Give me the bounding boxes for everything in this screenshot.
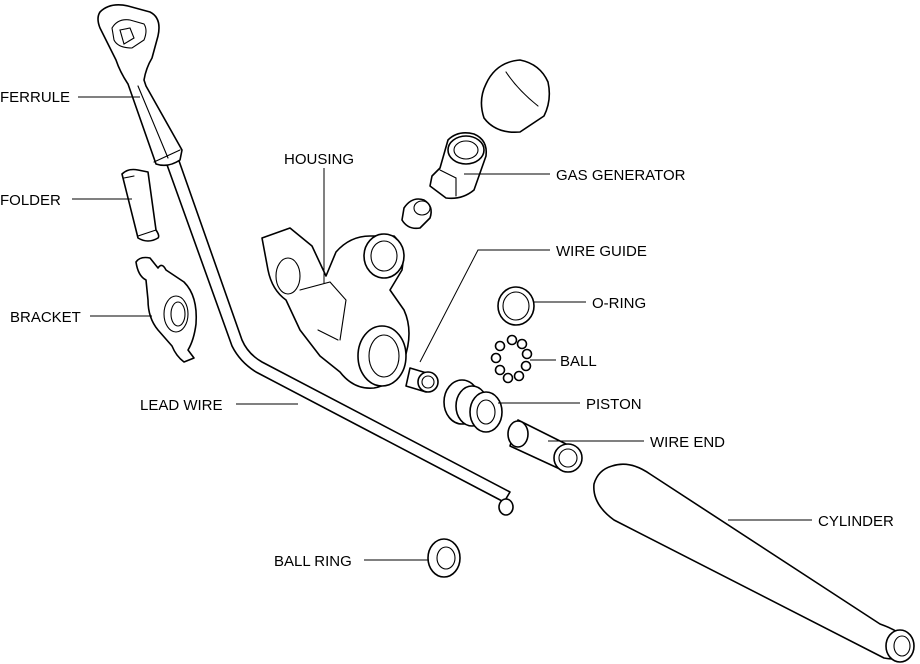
gas-generator [429,132,488,200]
lead-wire [165,157,514,516]
gas-generator-cap [480,59,551,134]
wire-guide [405,367,439,393]
label-ball: BALL [560,353,597,370]
leader-lines [72,96,812,561]
label-ball-ring: BALL RING [274,553,352,570]
housing [261,227,410,389]
label-bracket: BRACKET [10,309,81,326]
label-folder: FOLDER [0,192,61,209]
collar [401,198,432,230]
label-lead-wire: LEAD WIRE [140,397,223,414]
label-housing: HOUSING [284,151,354,168]
piston [443,379,503,433]
label-o-ring: O-RING [592,295,646,312]
ferrule [97,4,183,167]
label-gas-generator: GAS GENERATOR [556,167,686,184]
label-wire-guide: WIRE GUIDE [556,243,647,260]
wire-end [507,419,583,473]
label-wire-end: WIRE END [650,434,725,451]
folder [121,168,160,242]
label-cylinder: CYLINDER [818,513,894,530]
leader-wire-guide [419,249,550,363]
cylinder [593,463,915,663]
bracket [135,256,198,363]
label-ferrule: FERRULE [0,89,70,106]
o-ring [497,286,535,326]
ball-ring [427,538,461,578]
labels: FERRULE FOLDER BRACKET LEAD WIRE HOUSING… [0,89,894,570]
ball [490,334,533,384]
label-piston: PISTON [586,396,642,413]
